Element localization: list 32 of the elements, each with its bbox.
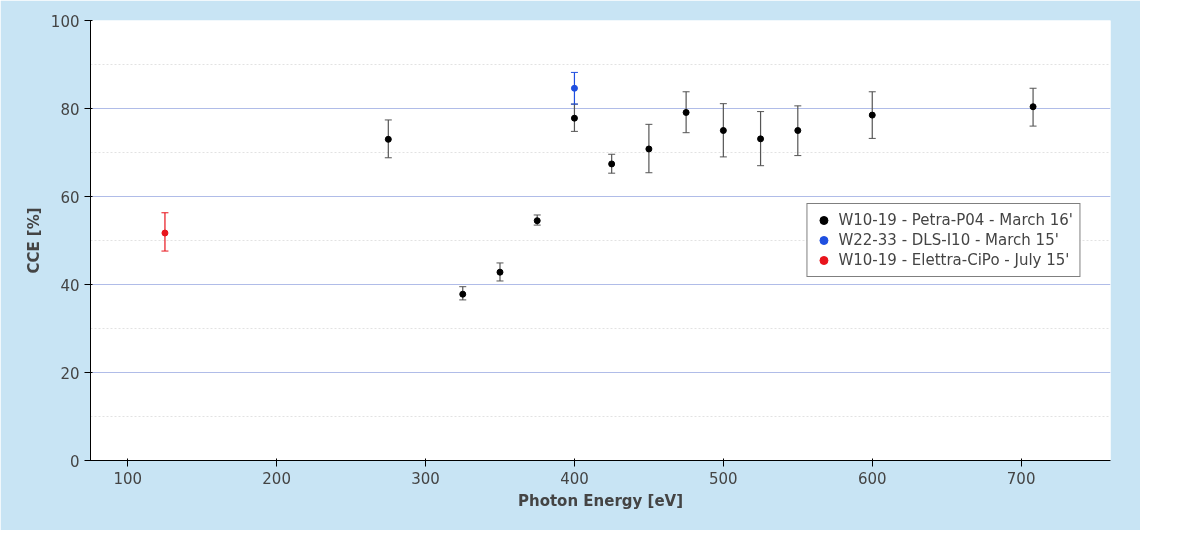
y-tick-label: 100 [50, 12, 80, 31]
point [682, 108, 690, 116]
point [719, 127, 727, 134]
x-tick-label: 200 [262, 469, 291, 488]
point [384, 135, 392, 143]
point [645, 145, 653, 153]
point [459, 290, 467, 298]
y-tick-label: 20 [60, 364, 80, 383]
x-tick-label: 400 [560, 469, 589, 488]
y-axis-title: CCE [%] [24, 207, 43, 274]
point [570, 84, 578, 92]
x-axis-title: Photon Energy [eV] [517, 491, 684, 510]
y-tick-label: 0 [69, 452, 80, 471]
point [570, 114, 578, 122]
point [161, 229, 169, 237]
legend-label: W10-19 - Elettra-CiPo - July 15' [838, 251, 1070, 269]
x-tick-label: 600 [857, 469, 887, 488]
legend-label: W10-19 - Petra-P04 - March 16' [838, 211, 1073, 229]
y-tick-label: 80 [60, 100, 80, 119]
legend-label: W22-33 - DLS-I10 - March 15' [838, 231, 1059, 249]
x-tick-label: 700 [1006, 469, 1036, 488]
x-tick-label: 100 [113, 469, 143, 488]
point [757, 135, 765, 143]
y-tick-label: 40 [60, 276, 80, 295]
point [1029, 103, 1037, 111]
x-tick-label: 500 [709, 469, 738, 488]
y-tick-label: 60 [60, 188, 80, 207]
point [608, 160, 616, 168]
point [794, 127, 802, 134]
point [496, 268, 504, 276]
point [868, 111, 876, 119]
x-tick-label: 300 [411, 469, 440, 488]
